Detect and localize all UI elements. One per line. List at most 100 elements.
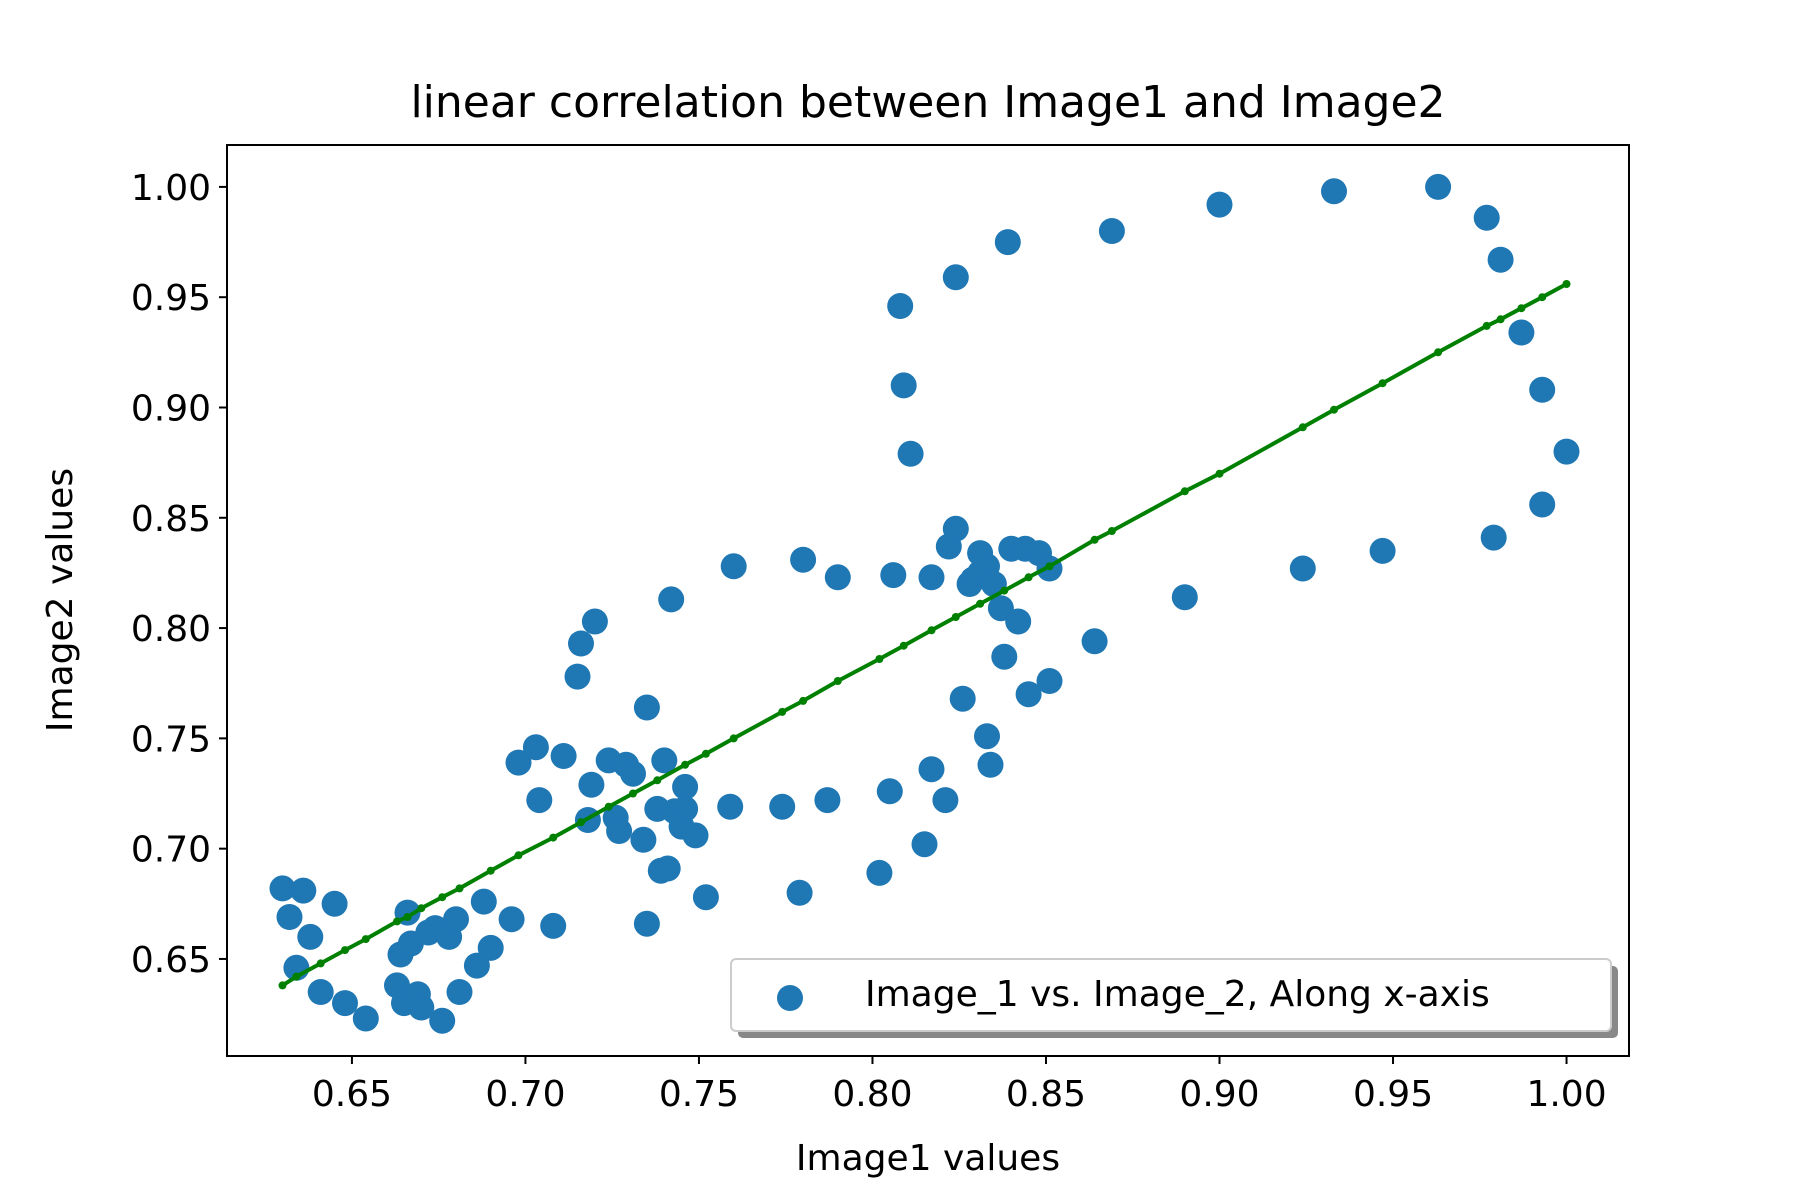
scatter-point [1425,173,1452,200]
x-tick-label: 0.70 [485,1074,565,1115]
scatter-point [1473,204,1500,231]
scatter-point [1015,681,1042,708]
scatter-point [814,787,841,814]
x-tick-label: 0.90 [1179,1074,1259,1115]
y-tick-label: 0.70 [131,830,211,871]
fit-line-marker [799,696,808,705]
x-tick-label: 0.95 [1353,1074,1433,1115]
x-tick-label: 0.75 [659,1074,739,1115]
x-tick-label: 0.65 [312,1074,392,1115]
fit-line-marker [1496,315,1505,324]
x-tick-label: 0.85 [1006,1074,1086,1115]
scatter-point [887,293,914,319]
scatter-point [949,685,976,712]
fit-line-marker [1538,293,1547,302]
scatter-point [550,743,577,769]
scatter-point [1098,218,1125,244]
scatter-points [269,173,1580,1034]
fit-line-marker [1180,487,1189,496]
legend: Image_1 vs. Image_2, Along x-axis [730,958,1618,1038]
fit-line-marker [1517,304,1526,313]
y-tick-label: 0.65 [131,940,211,981]
y-tick-label: 0.95 [131,278,211,319]
fit-line-marker [1298,423,1307,432]
scatter-point [672,795,699,822]
scatter-point [606,818,633,844]
fit-line-marker [653,776,662,785]
y-tick-label: 0.75 [131,719,211,760]
scatter-point [1529,376,1556,403]
fit-line-marker [1482,321,1491,330]
fit-line-marker [455,884,464,893]
y-tick-label: 0.80 [131,609,211,650]
fit-line-marker [393,917,401,926]
scatter-point [290,877,317,904]
scatter-point [790,546,817,573]
fit-line-marker [1378,379,1387,388]
fit-line-marker [1045,562,1054,571]
fit-line-marker [278,981,287,990]
scatter-point [918,756,945,783]
x-axis-label: Image1 values [796,1138,1060,1179]
fit-line-marker [1024,573,1033,582]
scatter-point [522,734,549,761]
fit-line-marker [951,613,960,621]
y-axis-ticks: 0.65 0.70 0.75 0.80 0.85 0.90 0.95 1.00 [131,168,227,981]
fit-line-marker [1215,469,1224,478]
fit-line-marker [292,972,301,981]
scatter-point [352,1005,379,1032]
scatter-point [633,910,660,937]
scatter-point [564,663,591,690]
plot-area-frame [226,144,1630,1057]
legend-box [730,958,1612,1032]
scatter-point [463,952,490,979]
scatter-point [911,831,938,858]
fit-line-marker [1090,535,1099,544]
y-axis-label: Image2 values [40,468,81,732]
fit-line-marker [899,641,908,650]
scatter-point [880,562,907,589]
legend-label: Image_1 vs. Image_2, Along x-axis [865,974,1490,1015]
fit-line-marker [875,655,884,663]
scatter-point [1036,668,1063,694]
scatter-point [578,771,605,798]
scatter-point [932,787,959,814]
x-tick-label: 0.80 [832,1074,912,1115]
fit-line-marker [778,707,787,716]
fit-line-marker [1330,405,1338,414]
fit-line-marker [403,913,412,921]
fit-line [278,280,1571,990]
scatter-point [654,855,681,882]
scatter-point [446,979,473,1005]
fit-line-marker [577,818,585,827]
fit-line-marker [927,626,936,635]
scatter-point [769,793,796,820]
scatter-point [470,888,497,915]
fit-line-marker [729,734,738,743]
scatter-point [269,875,296,902]
fit-line-marker [1434,348,1443,357]
scatter-point [866,859,893,886]
x-axis-ticks: 0.65 0.70 0.75 0.80 0.85 0.90 0.95 1.00 [312,1056,1607,1115]
scatter-point [977,751,1004,778]
fit-line-marker [486,866,495,875]
scatter-point [429,1007,456,1034]
scatter-point [658,586,685,613]
y-tick-label: 0.90 [131,388,211,429]
scatter-point [1005,608,1032,635]
scatter-point [1369,537,1396,564]
fit-line-marker [361,935,370,944]
scatter-point [1480,524,1507,551]
scatter-point [1321,178,1347,205]
scatter-point [443,906,469,933]
scatter-point [633,694,660,721]
scatter-point [505,749,532,776]
scatter-point [297,923,324,950]
scatter-point [1508,319,1535,346]
fit-line-marker [1107,527,1116,535]
scatter-point [581,608,608,635]
scatter-point [692,884,719,911]
fit-line-marker [549,833,558,842]
x-tick-label: 1.00 [1526,1074,1606,1115]
